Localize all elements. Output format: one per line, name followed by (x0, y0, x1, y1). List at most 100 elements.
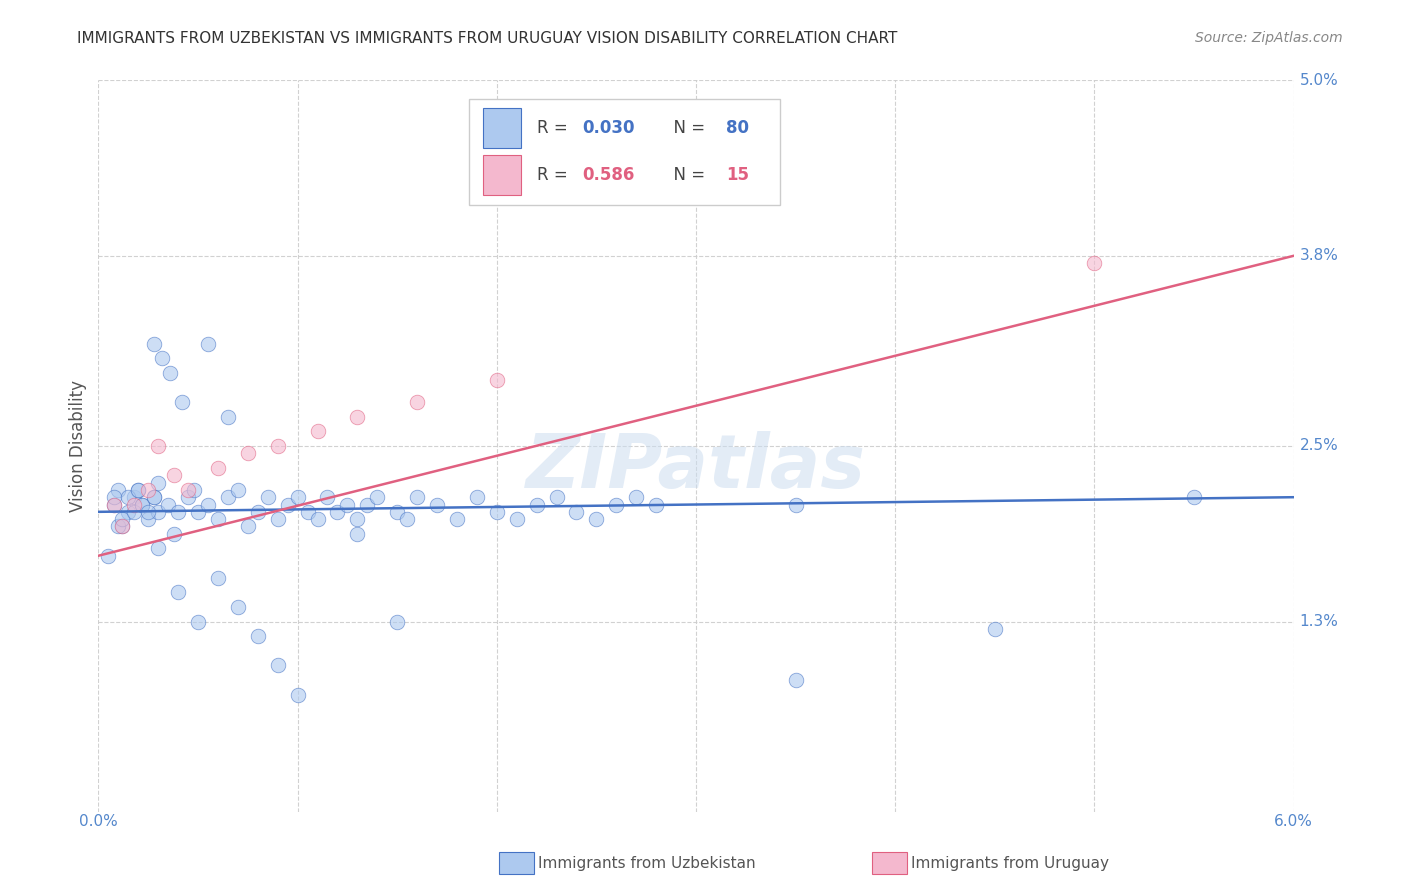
Text: 80: 80 (725, 120, 749, 137)
Point (157, 498, 180, 512)
Text: ZIPatlas: ZIPatlas (526, 432, 866, 505)
Point (124, 490, 146, 504)
Point (207, 512, 229, 526)
Point (148, 505, 170, 519)
Text: N =: N = (662, 120, 710, 137)
Point (277, 498, 299, 512)
Point (485, 505, 508, 519)
Point (307, 425, 329, 439)
Point (1083, 256, 1105, 270)
Point (336, 498, 359, 512)
Point (356, 498, 378, 512)
Text: 3.8%: 3.8% (1299, 248, 1339, 263)
Point (346, 512, 368, 526)
Point (346, 409, 368, 424)
Text: IMMIGRANTS FROM UZBEKISTAN VS IMMIGRANTS FROM URUGUAY VISION DISABILITY CORRELAT: IMMIGRANTS FROM UZBEKISTAN VS IMMIGRANTS… (77, 31, 897, 46)
Point (177, 490, 200, 504)
Point (148, 475, 170, 490)
Text: Immigrants from Uzbekistan: Immigrants from Uzbekistan (538, 856, 756, 871)
Point (984, 622, 1007, 636)
Point (426, 498, 449, 512)
Point (267, 439, 290, 453)
Text: 5.0%: 5.0% (1299, 73, 1339, 87)
Point (396, 512, 419, 526)
Point (187, 615, 209, 629)
Point (366, 490, 388, 504)
Point (97, 549, 120, 563)
Text: Source: ZipAtlas.com: Source: ZipAtlas.com (1195, 31, 1343, 45)
Point (246, 505, 269, 519)
Point (207, 571, 229, 585)
Point (605, 498, 627, 512)
Point (136, 512, 159, 526)
Point (785, 498, 807, 512)
Point (217, 490, 239, 504)
Point (150, 351, 173, 366)
Point (207, 461, 229, 475)
Point (236, 446, 259, 460)
Point (385, 615, 409, 629)
Point (143, 336, 166, 351)
Point (127, 483, 149, 497)
Point (111, 512, 134, 526)
Point (167, 585, 190, 599)
Point (236, 519, 259, 533)
Point (111, 519, 134, 533)
Point (143, 490, 166, 504)
FancyBboxPatch shape (484, 155, 522, 195)
Text: 0.586: 0.586 (582, 166, 636, 184)
Point (246, 629, 269, 643)
Point (163, 526, 186, 541)
Point (148, 541, 170, 556)
Point (136, 505, 159, 519)
Point (506, 512, 529, 526)
Point (226, 483, 249, 497)
Point (148, 439, 170, 453)
Point (287, 688, 309, 702)
Point (217, 409, 239, 424)
Point (326, 505, 349, 519)
Point (465, 490, 488, 504)
Text: Immigrants from Uruguay: Immigrants from Uruguay (911, 856, 1109, 871)
Point (526, 498, 548, 512)
Point (111, 519, 134, 533)
Point (167, 505, 190, 519)
Point (103, 498, 125, 512)
Text: N =: N = (662, 166, 710, 184)
Point (307, 512, 329, 526)
Point (585, 512, 607, 526)
Point (406, 490, 429, 504)
Point (177, 483, 200, 497)
Point (256, 490, 278, 504)
Text: 2.5%: 2.5% (1299, 439, 1339, 453)
Point (107, 519, 129, 533)
Point (131, 498, 153, 512)
Y-axis label: Vision Disability: Vision Disability (69, 380, 87, 512)
Point (446, 512, 468, 526)
Text: 15: 15 (725, 166, 749, 184)
Point (485, 373, 508, 387)
Point (645, 498, 668, 512)
Text: 0.0%: 0.0% (79, 814, 118, 829)
Point (103, 498, 125, 512)
Point (143, 490, 166, 504)
Point (117, 490, 139, 504)
Point (1182, 490, 1205, 504)
Point (163, 468, 186, 483)
Point (172, 395, 194, 409)
FancyBboxPatch shape (484, 108, 522, 148)
Point (626, 490, 648, 504)
Text: 1.3%: 1.3% (1299, 614, 1339, 629)
Point (385, 505, 409, 519)
Text: 6.0%: 6.0% (1274, 814, 1313, 829)
Point (197, 498, 219, 512)
Text: 0.030: 0.030 (582, 120, 636, 137)
Text: R =: R = (537, 120, 574, 137)
Point (183, 483, 205, 497)
Point (546, 490, 568, 504)
Point (226, 599, 249, 614)
Point (267, 512, 290, 526)
Point (297, 505, 319, 519)
Point (107, 483, 129, 497)
Point (131, 498, 153, 512)
